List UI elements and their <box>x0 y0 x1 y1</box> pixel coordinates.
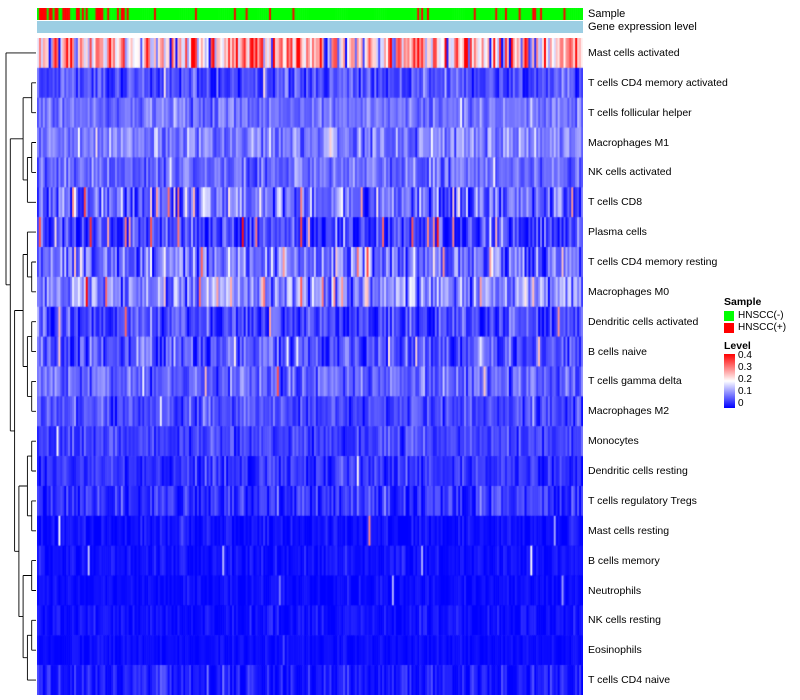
legend-item-hnscc-positive: HNSCC(+) <box>724 322 800 333</box>
row-label: T cells CD4 naive <box>588 674 671 687</box>
hnscc-positive-swatch <box>724 322 734 333</box>
tick-label: 0.1 <box>738 386 752 397</box>
row-label: Macrophages M1 <box>588 136 670 149</box>
row-dendrogram <box>5 52 36 681</box>
row-label: Neutrophils <box>588 584 642 597</box>
row-label: Monocytes <box>588 435 639 448</box>
row-label: Plasma cells <box>588 226 647 239</box>
row-labels: Mast cells activated T cells CD4 memory a… <box>588 38 748 695</box>
level-ticks: 0.4 0.3 0.2 0.1 0 <box>738 351 752 409</box>
row-label: Mast cells activated <box>588 46 680 59</box>
tick-label: 0.4 <box>738 350 752 361</box>
row-label: T cells regulatory Tregs <box>588 494 697 507</box>
row-label: T cells follicular helper <box>588 106 692 119</box>
legend-sample-title: Sample <box>724 296 762 308</box>
legend-level-title: Level <box>724 340 751 352</box>
tick-label: 0.3 <box>738 362 752 373</box>
row-label: Dendritic cells resting <box>588 465 688 477</box>
row-label: NK cells activated <box>588 166 672 179</box>
row-label: T cells CD4 memory resting <box>588 256 718 268</box>
gene-expression-label: Gene expression level <box>588 21 697 33</box>
row-label: B cells naive <box>588 345 647 358</box>
heatmap-canvas <box>37 38 583 695</box>
legend-item-label: HNSCC(-) <box>738 310 784 321</box>
legend-item-hnscc-negative: HNSCC(-) <box>724 310 800 321</box>
row-label: Dendritic cells activated <box>588 315 699 328</box>
level-gradient-bar <box>724 354 735 408</box>
sample-annotation-bar <box>37 8 583 20</box>
legend: Sample HNSCC(-) HNSCC(+) Level 0.4 0.3 0… <box>724 296 800 409</box>
level-legend: Level 0.4 0.3 0.2 0.1 0 <box>724 340 800 409</box>
row-label: B cells memory <box>588 554 660 567</box>
row-label: T cells CD4 memory activated <box>588 76 728 89</box>
tick-label: 0.2 <box>738 374 752 385</box>
hnscc-negative-swatch <box>724 310 734 321</box>
tick-label: 0 <box>738 398 744 409</box>
row-label: T cells gamma delta <box>588 375 682 388</box>
row-label: Macrophages M0 <box>588 285 670 298</box>
legend-item-label: HNSCC(+) <box>738 322 787 333</box>
row-label: Mast cells resting <box>588 524 670 537</box>
row-label: Eosinophils <box>588 644 642 657</box>
row-label: T cells CD8 <box>588 196 643 209</box>
sample-annotation-label: Sample <box>588 8 626 20</box>
row-label: NK cells resting <box>588 614 661 627</box>
row-label: Macrophages M2 <box>588 405 670 418</box>
gene-expression-bar <box>37 21 583 33</box>
